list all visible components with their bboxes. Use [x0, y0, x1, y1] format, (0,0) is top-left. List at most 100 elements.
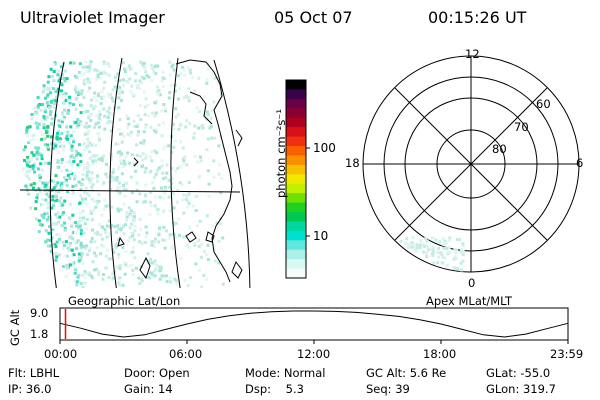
uv-emission-pixel	[155, 151, 159, 155]
uv-emission-pixel	[212, 159, 216, 163]
uv-emission-pixel	[203, 95, 207, 99]
uv-emission-pixel	[86, 80, 90, 84]
uv-emission-pixel	[66, 189, 70, 193]
uv-emission-pixel	[89, 240, 93, 244]
uv-emission-pixel	[172, 206, 176, 210]
uv-emission-pixel	[109, 157, 113, 161]
uv-emission-pixel	[81, 273, 85, 277]
uv-emission-pixel	[115, 230, 118, 234]
uv-emission-pixel	[114, 242, 118, 246]
uv-emission-pixel	[106, 92, 110, 96]
uv-emission-pixel	[75, 153, 78, 157]
uv-emission-pixel	[104, 172, 108, 176]
uv-emission-pixel	[80, 197, 84, 201]
uv-emission-pixel	[129, 209, 133, 213]
uv-emission-pixel	[154, 130, 158, 134]
uv-emission-pixel	[76, 222, 80, 226]
polar-emission-pixel	[456, 267, 460, 271]
uv-emission-pixel	[66, 137, 69, 141]
uv-emission-pixel	[47, 161, 51, 165]
uv-emission-pixel	[113, 85, 117, 89]
uv-emission-pixel	[185, 243, 189, 247]
uv-emission-pixel	[78, 256, 82, 260]
uv-emission-pixel	[98, 113, 102, 117]
uv-emission-pixel	[43, 107, 47, 111]
uv-emission-pixel	[30, 151, 34, 155]
uv-emission-pixel	[69, 134, 73, 138]
uv-emission-pixel	[25, 170, 29, 174]
uv-emission-pixel	[124, 155, 128, 159]
uv-emission-pixel	[150, 67, 154, 70]
uv-emission-pixel	[109, 93, 112, 97]
uv-emission-pixel	[27, 125, 31, 129]
uv-emission-pixel	[124, 250, 128, 254]
uv-emission-pixel	[113, 225, 117, 229]
uv-emission-pixel	[57, 213, 60, 217]
uv-emission-pixel	[219, 191, 223, 195]
uv-emission-pixel	[107, 73, 111, 77]
uv-emission-pixel	[37, 230, 41, 234]
uv-emission-pixel	[115, 179, 119, 182]
polar-emission-pixel	[437, 247, 441, 250]
uv-emission-pixel	[44, 240, 48, 244]
uv-emission-pixel	[116, 281, 120, 285]
uv-emission-pixel	[85, 121, 89, 125]
uv-emission-pixel	[26, 156, 30, 159]
uv-emission-pixel	[178, 124, 182, 127]
uv-emission-pixel	[26, 163, 29, 167]
uv-emission-pixel	[122, 159, 126, 163]
uv-emission-pixel	[139, 141, 143, 145]
uv-emission-pixel	[65, 184, 69, 187]
uv-emission-pixel	[45, 192, 49, 196]
uv-emission-pixel	[160, 274, 164, 278]
gc-alt-value: GC Alt: 5.6 Re	[366, 366, 447, 380]
uv-emission-pixel	[140, 75, 144, 79]
uv-emission-pixel	[61, 212, 64, 216]
uv-emission-pixel	[122, 202, 126, 206]
uv-emission-pixel	[189, 71, 192, 75]
uv-emission-pixel	[203, 114, 207, 117]
uv-emission-pixel	[92, 107, 96, 111]
uv-emission-pixel	[63, 69, 67, 73]
uv-emission-pixel	[117, 96, 121, 100]
uv-emission-pixel	[129, 175, 133, 179]
uv-emission-pixel	[45, 115, 49, 119]
polar-emission-pixel	[436, 261, 440, 265]
uv-emission-pixel	[24, 173, 28, 177]
uv-emission-pixel	[83, 65, 87, 69]
uv-emission-pixel	[72, 221, 76, 225]
uv-emission-pixel	[87, 193, 91, 197]
uv-emission-pixel	[52, 186, 56, 190]
uv-emission-pixel	[172, 68, 176, 72]
uv-emission-pixel	[210, 109, 214, 113]
uv-emission-pixel	[205, 148, 209, 152]
uv-emission-pixel	[55, 252, 59, 256]
uv-emission-pixel	[72, 156, 76, 160]
mode-value: Mode: Normal	[245, 366, 326, 380]
uv-emission-pixel	[45, 145, 49, 149]
uv-emission-pixel	[181, 146, 185, 150]
uv-emission-pixel	[168, 73, 172, 77]
uv-emission-pixel	[121, 61, 125, 65]
uv-emission-pixel	[119, 154, 122, 158]
uv-emission-pixel	[111, 175, 115, 179]
uv-emission-pixel	[154, 128, 158, 132]
colorbar-tick-label-10: 10	[313, 229, 329, 243]
uv-emission-pixel	[126, 151, 129, 155]
uv-emission-pixel	[84, 70, 88, 74]
uv-emission-pixel	[197, 175, 201, 179]
uv-emission-pixel	[54, 144, 58, 148]
uv-emission-pixel	[142, 139, 146, 143]
uv-emission-pixel	[92, 208, 96, 212]
polar-emission-pixel	[418, 244, 422, 248]
uv-emission-pixel	[40, 154, 44, 157]
uv-emission-pixel	[25, 126, 29, 130]
uv-emission-pixel	[142, 141, 146, 145]
uv-emission-pixel	[206, 243, 210, 247]
uv-emission-pixel	[217, 239, 221, 243]
orbit-ytick-9: 9.0	[30, 306, 49, 320]
uv-emission-pixel	[68, 236, 72, 240]
uv-emission-pixel	[55, 96, 58, 99]
polar-emission-pixel	[410, 241, 414, 245]
uv-emission-pixel	[184, 125, 188, 129]
